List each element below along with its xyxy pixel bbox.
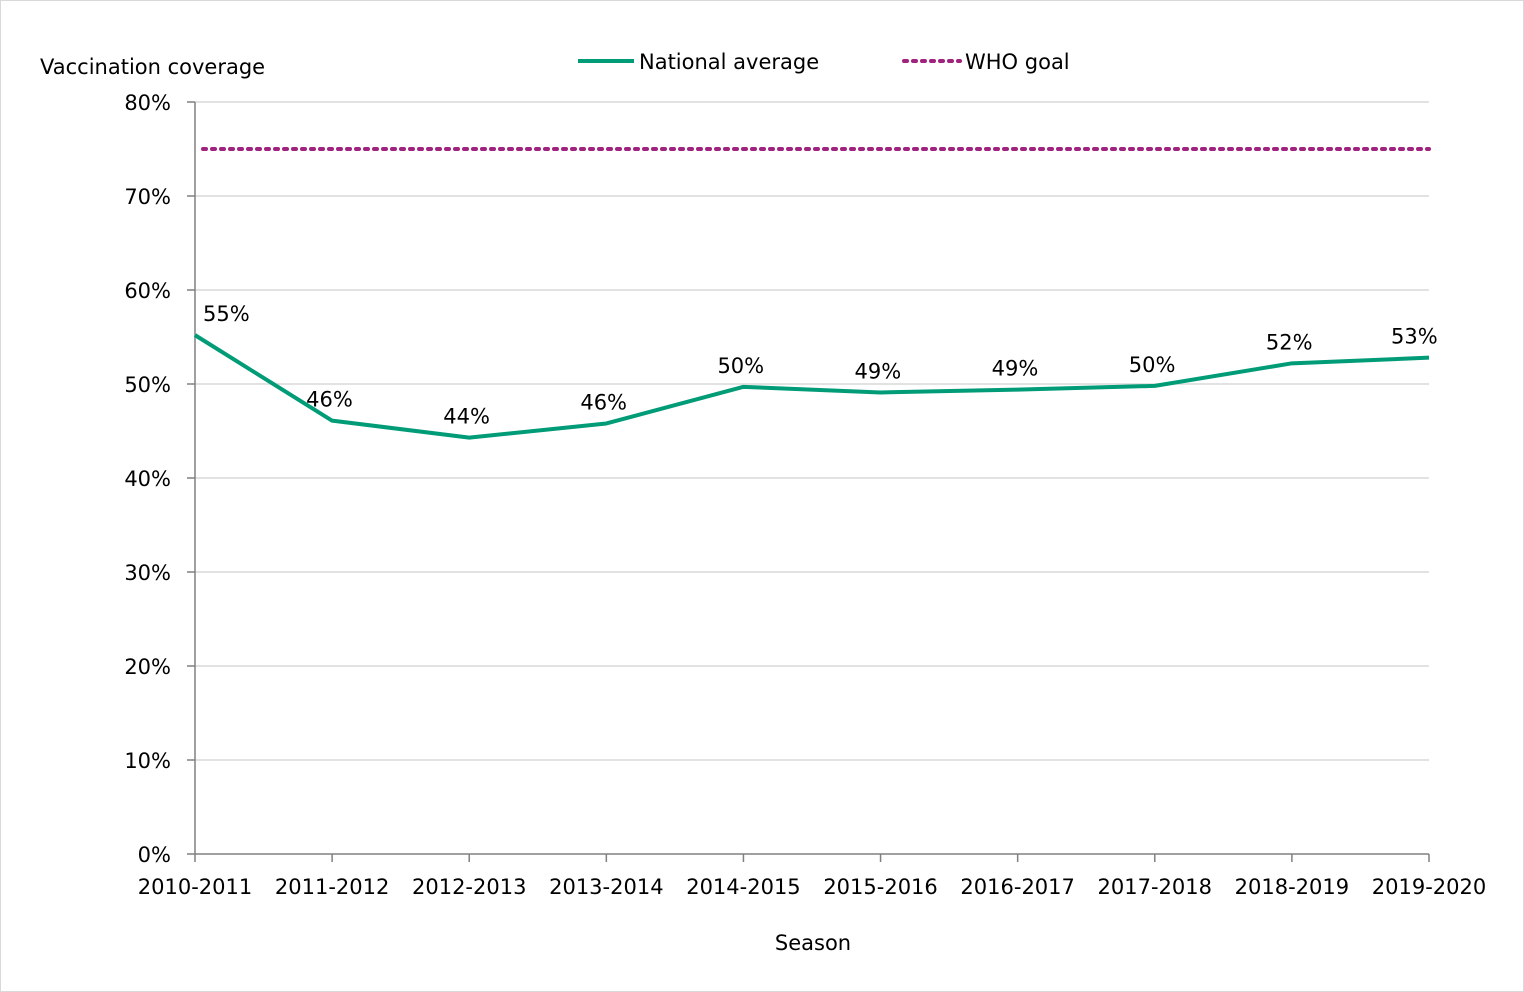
data-label-2013-2014: 46% bbox=[580, 390, 627, 414]
x-tick-label-2018-2019: 2018-2019 bbox=[1235, 875, 1349, 899]
x-tick-label-2010-2011: 2010-2011 bbox=[138, 875, 252, 899]
legend-label-national-average: National average bbox=[639, 50, 819, 74]
x-tick-label-2016-2017: 2016-2017 bbox=[960, 875, 1074, 899]
x-tick-label-2011-2012: 2011-2012 bbox=[275, 875, 389, 899]
x-tick-label-2014-2015: 2014-2015 bbox=[686, 875, 800, 899]
data-label-2017-2018: 50% bbox=[1129, 353, 1176, 377]
y-tick-label-60: 60% bbox=[124, 279, 171, 303]
national-average-series bbox=[193, 333, 1430, 440]
data-labels: 55% 46% 44% 46% 50% 49% 49% 50% 52% 53% bbox=[203, 302, 1438, 428]
x-tick-label-2013-2014: 2013-2014 bbox=[549, 875, 663, 899]
data-label-2012-2013: 44% bbox=[443, 405, 490, 429]
legend-label-who-goal: WHO goal bbox=[965, 50, 1070, 74]
y-tick-label-10: 10% bbox=[124, 749, 171, 773]
y-axis-ticks: 0% 10% 20% 30% 40% 50% 60% 70% 80% bbox=[124, 91, 195, 867]
x-axis-title: Season bbox=[775, 931, 851, 955]
y-tick-label-50: 50% bbox=[124, 373, 171, 397]
data-label-2019-2020: 53% bbox=[1391, 325, 1438, 349]
data-label-2018-2019: 52% bbox=[1266, 330, 1313, 354]
x-tick-label-2012-2013: 2012-2013 bbox=[412, 875, 526, 899]
y-axis-title: Vaccination coverage bbox=[40, 55, 265, 79]
x-tick-label-2015-2016: 2015-2016 bbox=[823, 875, 937, 899]
x-axis-ticks: 2010-2011 2011-2012 2012-2013 2013-2014 2014… bbox=[138, 854, 1486, 899]
data-label-2010-2011: 55% bbox=[203, 302, 250, 326]
y-tick-label-20: 20% bbox=[124, 655, 171, 679]
gridlines bbox=[195, 101, 1429, 761]
national-average-line bbox=[193, 333, 1430, 440]
data-label-2014-2015: 50% bbox=[717, 354, 764, 378]
data-label-2016-2017: 49% bbox=[992, 357, 1039, 381]
x-tick-label-2017-2018: 2017-2018 bbox=[1098, 875, 1212, 899]
y-tick-label-80: 80% bbox=[124, 91, 171, 115]
x-tick-label-2019-2020: 2019-2020 bbox=[1372, 875, 1486, 899]
y-tick-label-70: 70% bbox=[124, 185, 171, 209]
data-label-2011-2012: 46% bbox=[306, 388, 353, 412]
y-tick-label-30: 30% bbox=[124, 561, 171, 585]
y-tick-label-0: 0% bbox=[138, 843, 171, 867]
data-label-2015-2016: 49% bbox=[855, 359, 902, 383]
legend: National average WHO goal bbox=[578, 50, 1070, 74]
y-tick-label-40: 40% bbox=[124, 467, 171, 491]
